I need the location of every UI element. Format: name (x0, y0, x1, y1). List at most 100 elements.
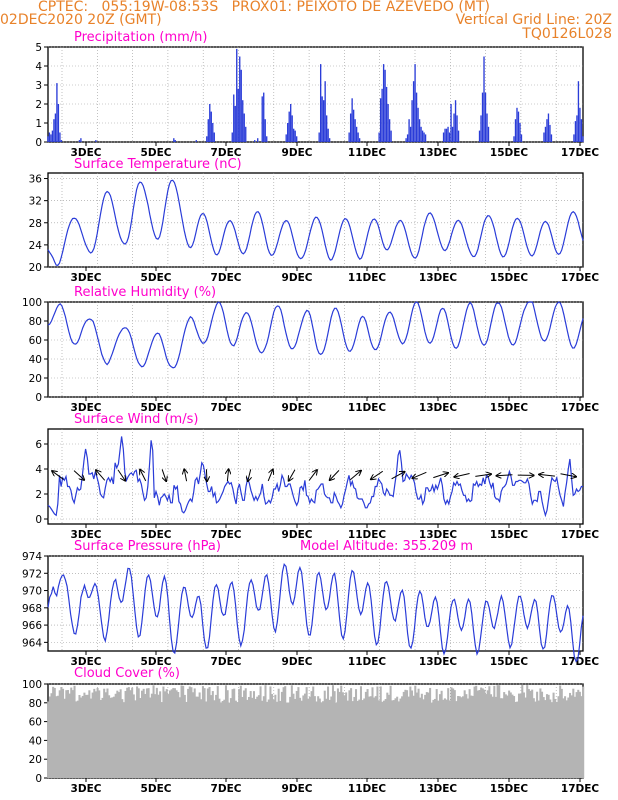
xtick-label-0-5: 13DEC (419, 147, 458, 159)
cloud-bar (248, 696, 251, 778)
cloud-bar (448, 700, 451, 778)
cloud-bar (164, 691, 167, 778)
ytick-label-0-2: 2 (35, 99, 42, 111)
cloud-bar (453, 690, 456, 778)
precip-bar (417, 107, 419, 142)
cloud-bar (384, 699, 387, 778)
cloud-bar (455, 701, 458, 778)
cloud-bar (379, 686, 382, 778)
cloud-bar (117, 692, 121, 778)
xtick-label-0-4: 11DEC (348, 147, 387, 159)
cloud-bar (261, 700, 264, 778)
precip-bar (576, 115, 578, 142)
panel-title-0: Precipitation (mm/h) (74, 30, 207, 45)
ytick-label-4-3: 970 (22, 586, 42, 598)
ytick-label-5-4: 80 (29, 698, 42, 710)
cloud-bar (297, 687, 300, 778)
cloud-bar (208, 687, 211, 778)
precip-bar (207, 119, 209, 142)
xtick-label-4-1: 5DEC (141, 656, 172, 668)
precip-bar (78, 140, 81, 142)
precip-bar (448, 132, 451, 142)
precip-bar (516, 107, 518, 142)
cloud-bar (173, 688, 176, 778)
precip-bar (322, 100, 325, 142)
cloud-bar (76, 700, 79, 778)
cloud-bar (137, 688, 140, 778)
cloud-bar (57, 695, 60, 778)
precip-bar (450, 104, 452, 142)
precip-bar (233, 94, 235, 142)
cloud-bar (460, 697, 463, 778)
cloud-bar (338, 691, 341, 778)
cloud-bar (320, 702, 323, 778)
ytick-label-4-2: 968 (22, 603, 42, 615)
cloud-bar (149, 697, 152, 778)
xtick-label-5-5: 13DEC (419, 783, 458, 795)
cloud-bar (430, 702, 433, 778)
cloud-bar (238, 689, 241, 778)
cloud-bar (327, 686, 330, 778)
cloud-bar (285, 702, 288, 778)
cloud-bar (565, 700, 568, 778)
xtick-label-0-0: 3DEC (71, 147, 102, 159)
precip-bar (213, 132, 215, 142)
ytick-label-5-5: 100 (22, 679, 42, 691)
precip-bar (264, 119, 266, 142)
cloud-bar (272, 699, 275, 778)
wind-arrow (184, 469, 186, 482)
cloud-bar (475, 685, 478, 778)
cloud-bar (376, 686, 379, 778)
xtick-label-3-4: 11DEC (348, 529, 387, 541)
cloud-bar (404, 689, 407, 778)
precip-bar (95, 140, 97, 142)
cloud-bar (170, 689, 173, 778)
cloud-bar (351, 701, 354, 778)
precip-bar (234, 105, 236, 142)
cloud-bar (564, 696, 567, 778)
precip-bar (379, 98, 382, 142)
cloud-bar (345, 692, 348, 778)
cloud-bar (457, 696, 460, 778)
precip-bar (486, 113, 488, 142)
cloud-bar (131, 687, 134, 778)
cloud-bar (236, 702, 239, 778)
cloud-bar (323, 690, 326, 778)
cloud-bar (157, 694, 160, 778)
cloud-bar (313, 696, 316, 778)
cloud-bar (139, 698, 142, 778)
cloud-bar (101, 697, 104, 778)
cloud-bar (382, 700, 386, 778)
cloud-bar (160, 702, 163, 778)
cloud-bar (511, 694, 514, 778)
ytick-label-5-1: 20 (29, 754, 42, 766)
header-model-code: TQ0126L028 (522, 26, 612, 42)
cloud-bar (47, 701, 50, 778)
cloud-bar (508, 690, 511, 778)
cloud-bar (99, 699, 102, 778)
cloud-bar (429, 687, 432, 778)
cloud-bar (50, 693, 53, 778)
cloud-bar (399, 698, 402, 778)
ytick-label-3-0: 0 (35, 514, 42, 526)
ytick-label-3-1: 2 (35, 489, 42, 501)
cloud-bar (289, 696, 292, 778)
cloud-bar (152, 685, 155, 778)
cloud-bar (465, 694, 468, 778)
cloud-bar (68, 693, 71, 778)
precip-bar (266, 136, 268, 142)
xtick-label-4-2: 7DEC (211, 656, 242, 668)
cloud-bar (489, 694, 493, 778)
precip-bar (415, 92, 418, 142)
wind-arrow (539, 474, 555, 476)
cloud-bar (544, 700, 547, 778)
cloud-bar (438, 694, 442, 778)
cloud-bar (483, 689, 486, 778)
cloud-bar (422, 699, 425, 778)
header-line1: CPTEC: 055:19W-08:53S PROX01: PEIXOTO DE… (38, 0, 490, 15)
cloud-bar (549, 699, 552, 778)
cloud-bar (503, 692, 506, 778)
cloud-bar (392, 700, 395, 778)
cloud-bar (266, 701, 269, 778)
panel-frame-0 (47, 46, 584, 143)
